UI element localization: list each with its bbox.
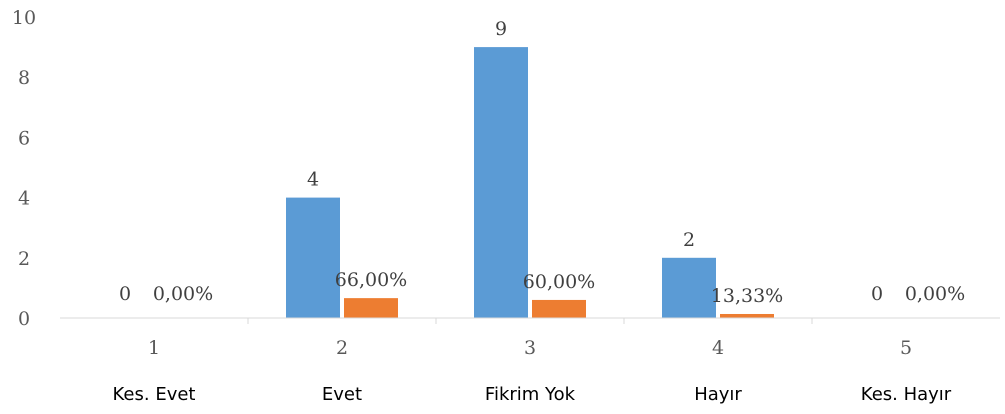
x-tick-label: 5: [900, 337, 912, 359]
data-label-percent: 66,00%: [335, 269, 407, 291]
bar-count: [474, 47, 528, 318]
y-tick-label: 10: [12, 7, 36, 29]
y-axis-ticks: 0 2 4 6 8 10: [12, 7, 36, 330]
bar-percent: [720, 313, 774, 318]
x-tick-label: 4: [712, 337, 724, 359]
bar-count: [286, 197, 340, 318]
x-axis-ticks: 1 2 3 4 5: [148, 318, 912, 359]
bar-percent: [344, 298, 398, 318]
y-tick-label: 8: [18, 67, 30, 89]
response-label: Evet: [322, 384, 362, 405]
data-label-count: 9: [495, 18, 507, 40]
data-label-count: 0: [871, 283, 883, 305]
data-label-count: 4: [307, 169, 319, 191]
response-label: Fikrim Yok: [485, 384, 576, 405]
data-label-count: 2: [683, 229, 695, 251]
y-tick-label: 6: [18, 127, 30, 149]
data-label-percent: 13,33%: [711, 285, 783, 307]
response-labels: Kes. Evet Evet Fikrim Yok Hayır Kes. Hayır: [113, 384, 952, 405]
data-label-percent: 60,00%: [523, 271, 595, 293]
data-label-count: 0: [119, 283, 131, 305]
y-tick-label: 0: [18, 308, 30, 330]
bar-percent: [532, 299, 586, 318]
data-label-percent: 0,00%: [905, 283, 965, 305]
data-label-percent: 0,00%: [153, 283, 213, 305]
bars: [286, 47, 774, 318]
x-tick-label: 1: [148, 337, 160, 359]
response-label: Hayır: [694, 384, 742, 405]
y-tick-label: 4: [18, 188, 30, 210]
response-label: Kes. Hayır: [861, 384, 952, 405]
bar-count: [662, 257, 716, 318]
x-tick-label: 3: [524, 337, 536, 359]
response-label: Kes. Evet: [113, 384, 196, 405]
y-tick-label: 2: [18, 248, 30, 270]
data-labels: 0 0,00% 4 66,00% 9 60,00% 2 13,33% 0 0,00%: [119, 18, 965, 307]
x-tick-label: 2: [336, 337, 348, 359]
